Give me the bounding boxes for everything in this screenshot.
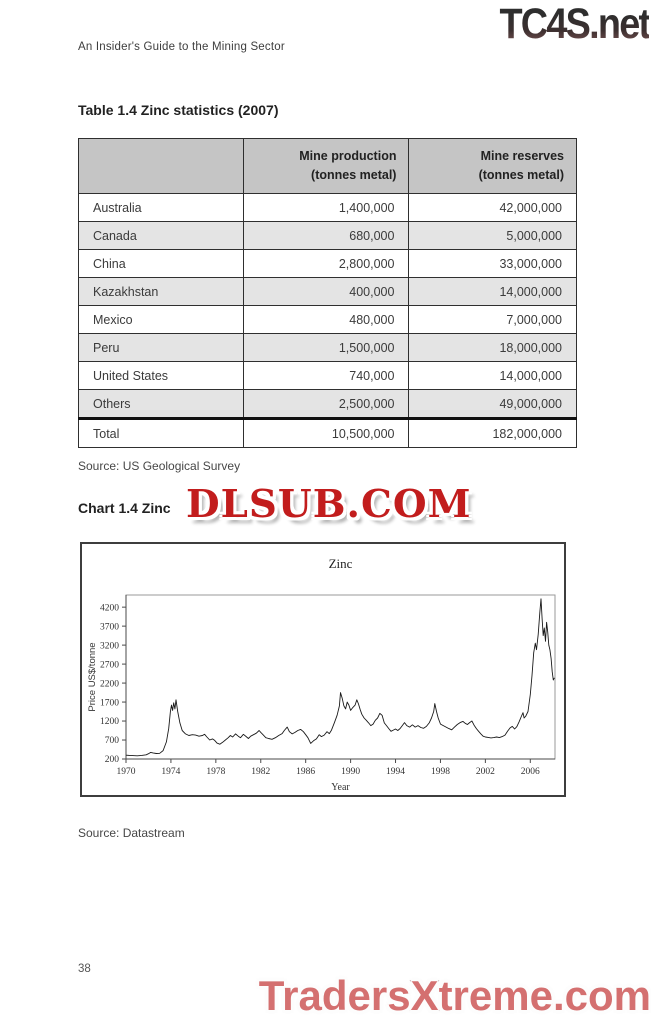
header-production-line2: (tonnes metal) bbox=[311, 168, 397, 182]
x-tick-label: 1974 bbox=[161, 767, 180, 777]
cell-reserves: 7,000,000 bbox=[408, 305, 577, 334]
table-header: Mine production (tonnes metal) Mine rese… bbox=[78, 138, 577, 194]
chart-caption: Chart 1.4 Zinc bbox=[78, 500, 171, 516]
header-cell-empty bbox=[78, 138, 244, 194]
zinc-chart-svg: Zinc 200 700 1200 1700 2200 2700 3200 3700 4200 19… bbox=[87, 556, 556, 793]
y-tick-label: 3200 bbox=[100, 641, 119, 651]
table-row: Others 2,500,000 49,000,000 bbox=[78, 389, 577, 419]
tradersxtreme-watermark-logo: TradersXtreme.com bbox=[258, 971, 651, 1020]
y-tick-label: 700 bbox=[105, 736, 120, 746]
x-tick-label: 1982 bbox=[251, 767, 270, 777]
table-header-row: Mine production (tonnes metal) Mine rese… bbox=[78, 138, 577, 194]
running-header: An Insider's Guide to the Mining Sector bbox=[78, 41, 285, 53]
chart-source: Source: Datastream bbox=[78, 826, 185, 840]
cell-country: Peru bbox=[78, 333, 244, 362]
y-tick-label: 1200 bbox=[100, 717, 119, 727]
x-axis-label: Year bbox=[331, 782, 350, 793]
page-number: 38 bbox=[78, 963, 91, 975]
x-tick-label: 1978 bbox=[206, 767, 225, 777]
x-tick-label: 2002 bbox=[476, 767, 495, 777]
y-tick-label: 200 bbox=[105, 755, 120, 765]
cell-country: Others bbox=[78, 389, 244, 419]
total-label: Total bbox=[78, 417, 244, 448]
cell-reserves: 18,000,000 bbox=[408, 333, 577, 362]
total-production: 10,500,000 bbox=[242, 417, 410, 448]
table-row: Kazakhstan 400,000 14,000,000 bbox=[78, 277, 577, 306]
zinc-statistics-table: Mine production (tonnes metal) Mine rese… bbox=[78, 138, 577, 448]
header-reserves-line2: (tonnes metal) bbox=[478, 168, 564, 182]
cell-production: 2,500,000 bbox=[242, 389, 410, 419]
table-total-row: Total 10,500,000 182,000,000 bbox=[78, 417, 577, 448]
dlsub-watermark-logo: DLSUB.COM bbox=[186, 481, 472, 526]
cell-reserves: 42,000,000 bbox=[408, 193, 577, 222]
table-row: Australia 1,400,000 42,000,000 bbox=[78, 193, 577, 222]
cell-country: United States bbox=[78, 361, 244, 390]
cell-reserves: 14,000,000 bbox=[408, 277, 577, 306]
cell-production: 400,000 bbox=[242, 277, 410, 306]
cell-production: 1,400,000 bbox=[242, 193, 410, 222]
zinc-table-body: Australia 1,400,000 42,000,000 Canada 680,00… bbox=[78, 193, 577, 419]
cell-reserves: 49,000,000 bbox=[408, 389, 577, 419]
cell-country: Australia bbox=[78, 193, 244, 222]
y-tick-label: 3700 bbox=[100, 622, 119, 632]
cell-production: 2,800,000 bbox=[242, 249, 410, 278]
y-tick-label: 1700 bbox=[100, 698, 119, 708]
table-row: Peru 1,500,000 18,000,000 bbox=[78, 333, 577, 362]
x-tick-label: 1986 bbox=[296, 767, 315, 777]
cell-reserves: 5,000,000 bbox=[408, 221, 577, 250]
y-tick-label: 2700 bbox=[100, 660, 119, 670]
table-caption: Table 1.4 Zinc statistics (2007) bbox=[78, 102, 279, 118]
x-tick-label: 2006 bbox=[521, 767, 540, 777]
x-tick-label: 1990 bbox=[341, 767, 360, 777]
tc4s-watermark-logo: TC4S.net bbox=[499, 0, 651, 48]
chart-title: Zinc bbox=[329, 556, 353, 571]
table-row: China 2,800,000 33,000,000 bbox=[78, 249, 577, 278]
y-tick-label: 4200 bbox=[100, 603, 119, 613]
header-production-line1: Mine production bbox=[299, 149, 397, 164]
x-tick-label: 1970 bbox=[117, 767, 136, 777]
cell-country: Mexico bbox=[78, 305, 244, 334]
table-row: Canada 680,000 5,000,000 bbox=[78, 221, 577, 250]
header-reserves-line1: Mine reserves bbox=[480, 149, 564, 164]
cell-country: Kazakhstan bbox=[78, 277, 244, 306]
cell-production: 680,000 bbox=[242, 221, 410, 250]
header-cell-production: Mine production (tonnes metal) bbox=[242, 138, 410, 194]
zinc-price-chart: Zinc 200 700 1200 1700 2200 2700 3200 3700 4200 19… bbox=[80, 542, 566, 797]
x-tick-label: 1998 bbox=[431, 767, 450, 777]
cell-production: 1,500,000 bbox=[242, 333, 410, 362]
price-line-series bbox=[125, 598, 555, 757]
table-row: United States 740,000 14,000,000 bbox=[78, 361, 577, 390]
y-tick-label: 2200 bbox=[100, 679, 119, 689]
cell-production: 480,000 bbox=[242, 305, 410, 334]
table-source: Source: US Geological Survey bbox=[78, 459, 241, 473]
cell-reserves: 33,000,000 bbox=[408, 249, 577, 278]
header-cell-reserves: Mine reserves (tonnes metal) bbox=[408, 138, 577, 194]
plot-frame bbox=[125, 594, 556, 760]
x-tick-label: 1994 bbox=[386, 767, 405, 777]
cell-production: 740,000 bbox=[242, 361, 410, 390]
table-row: Mexico 480,000 7,000,000 bbox=[78, 305, 577, 334]
y-axis-label: Price US$/tonne bbox=[87, 642, 98, 711]
cell-reserves: 14,000,000 bbox=[408, 361, 577, 390]
cell-country: Canada bbox=[78, 221, 244, 250]
cell-country: China bbox=[78, 249, 244, 278]
total-reserves: 182,000,000 bbox=[408, 417, 577, 448]
